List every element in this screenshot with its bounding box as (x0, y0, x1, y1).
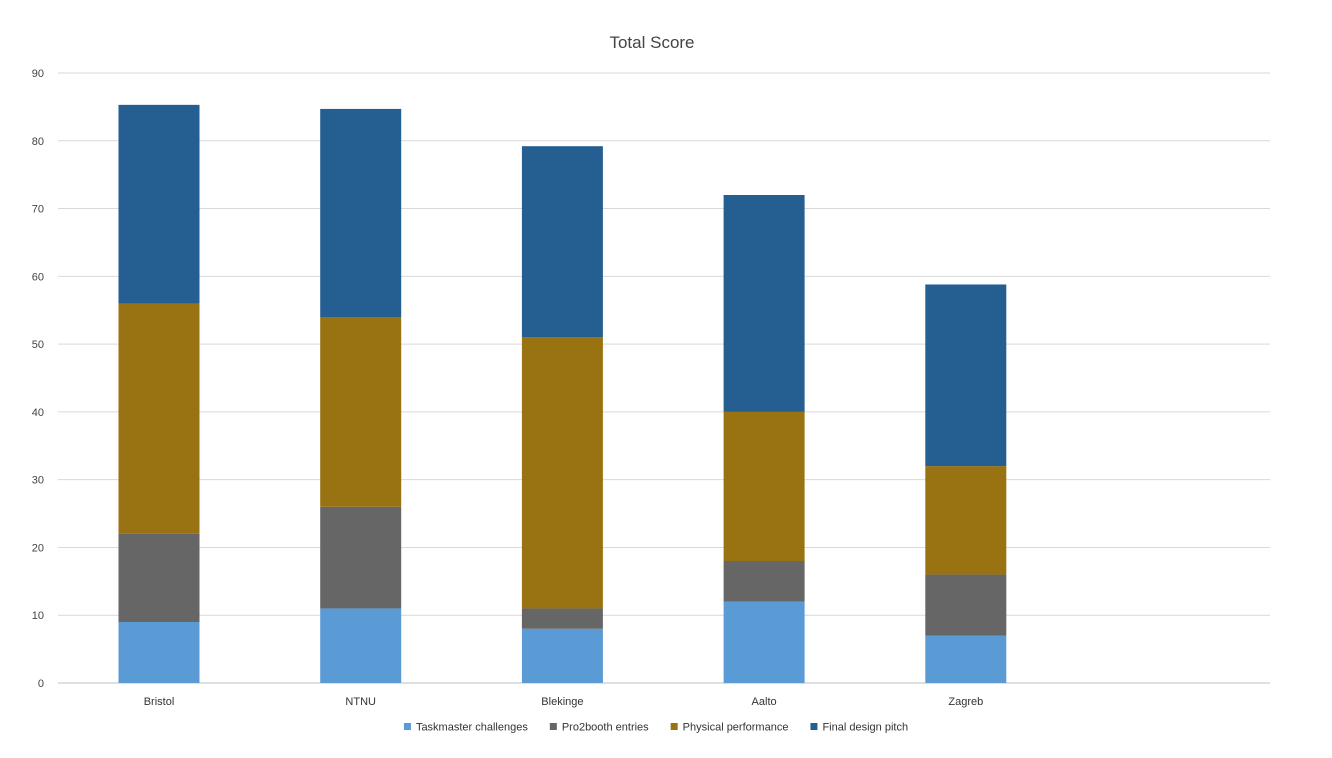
legend-item-physical-performance: Physical performance (670, 722, 789, 734)
legend-label: Physical performance (683, 722, 789, 734)
x-category-label: NTNU (345, 696, 376, 708)
bars (118, 104, 1007, 683)
legend-label: Final design pitch (822, 722, 908, 734)
legend-label: Pro2booth entries (562, 722, 649, 734)
bar-segment-physical-performance-aalto (723, 411, 805, 561)
y-tick-label: 70 (32, 204, 44, 216)
bar-segment-pro2booth-entries-blekinge (521, 608, 603, 629)
y-tick-label: 0 (38, 678, 44, 690)
legend-item-pro2booth-entries: Pro2booth entries (549, 722, 649, 734)
legend-item-final-design-pitch: Final design pitch (810, 722, 908, 734)
bar-segment-pro2booth-entries-ntnu (320, 506, 402, 609)
y-tick-label: 80 (32, 136, 44, 148)
bar-segment-final-design-pitch-blekinge (521, 146, 603, 338)
bar-segment-taskmaster-challenges-blekinge (521, 628, 603, 683)
x-category-label: Aalto (752, 696, 777, 708)
bar-segment-taskmaster-challenges-bristol (118, 622, 200, 683)
bar-segment-physical-performance-zagreb (925, 466, 1007, 575)
y-axis-tick-labels: 0 10 20 30 40 50 60 70 80 90 (32, 68, 44, 690)
legend-swatch (403, 723, 411, 730)
y-tick-label: 50 (32, 339, 44, 351)
bar-segment-final-design-pitch-zagreb (925, 284, 1007, 467)
gridlines (58, 72, 1270, 684)
legend-swatch (549, 723, 557, 730)
legend: Taskmaster challenges Pro2booth entries Ph… (403, 722, 908, 734)
y-tick-label: 60 (32, 271, 44, 283)
legend-label: Taskmaster challenges (416, 722, 528, 734)
bar-segment-final-design-pitch-bristol (118, 104, 200, 304)
y-tick-label: 90 (32, 68, 44, 80)
bar-segment-taskmaster-challenges-aalto (723, 601, 805, 683)
bar-segment-pro2booth-entries-bristol (118, 533, 200, 622)
x-category-label: Blekinge (541, 696, 583, 708)
bar-segment-taskmaster-challenges-ntnu (320, 608, 402, 683)
y-tick-label: 10 (32, 610, 44, 622)
chart-title: Total Score (609, 33, 694, 52)
x-category-label: Zagreb (948, 696, 983, 708)
y-tick-label: 20 (32, 542, 44, 554)
legend-swatch (670, 723, 678, 730)
x-category-label: Bristol (144, 696, 175, 708)
y-tick-label: 40 (32, 407, 44, 419)
bar-segment-pro2booth-entries-aalto (723, 561, 805, 602)
bar-segment-pro2booth-entries-zagreb (925, 574, 1007, 636)
legend-item-taskmaster-challenges: Taskmaster challenges (403, 722, 528, 734)
bar-segment-physical-performance-bristol (118, 303, 200, 534)
x-axis-category-labels: Bristol NTNU Blekinge Aalto Zagreb (144, 696, 984, 708)
legend-swatch (810, 723, 818, 730)
bar-segment-final-design-pitch-aalto (723, 195, 805, 412)
bar-segment-physical-performance-ntnu (320, 317, 402, 507)
bar-segment-physical-performance-blekinge (521, 337, 603, 609)
bar-segment-final-design-pitch-ntnu (320, 108, 402, 317)
y-tick-label: 30 (32, 475, 44, 487)
bar-segment-taskmaster-challenges-zagreb (925, 635, 1007, 683)
